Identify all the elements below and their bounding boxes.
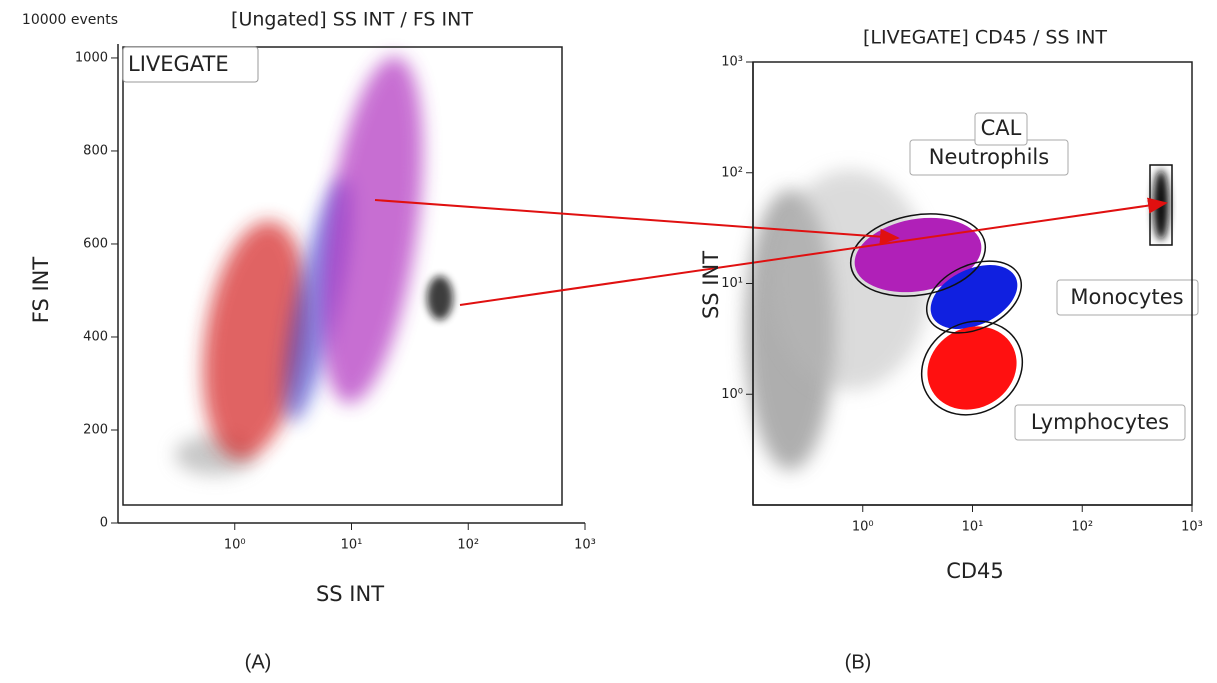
gate-labels [909, 112, 1199, 441]
y-axis-label: SS INT [699, 251, 723, 319]
y-tick-label: 10⁰ [721, 387, 743, 402]
x-tick-label: 10¹ [962, 520, 984, 535]
gate-box [122, 46, 563, 506]
x-axis-label: SS INT [316, 582, 384, 606]
chart-title: [Ungated] SS INT / FS INT [231, 9, 473, 31]
x-tick-label: 10¹ [341, 538, 363, 553]
gate-label: LIVEGATE [128, 52, 229, 76]
x-tick-label: 10⁰ [852, 520, 874, 535]
cloud-b [745, 170, 1169, 470]
y-tick-label: 400 [83, 329, 108, 344]
x-tick-label: 10⁰ [224, 538, 246, 553]
gate-label: Lymphocytes [1031, 410, 1169, 434]
y-axis-label: FS INT [29, 257, 53, 324]
cloud-a [175, 56, 453, 475]
x-tick-label: 10³ [574, 538, 596, 553]
y-tick-label: 10³ [721, 55, 743, 70]
panel-label: (A) [245, 651, 272, 673]
subtitle: 10000 events [22, 12, 118, 28]
y-tick-label: 10² [721, 165, 743, 180]
gate-label: Monocytes [1070, 285, 1183, 309]
y-tick-label: 10¹ [721, 276, 743, 291]
gate-label: Neutrophils [929, 145, 1049, 169]
x-axis-label: CD45 [946, 559, 1004, 583]
y-tick-label: 200 [83, 422, 108, 437]
gate-label: CAL [981, 116, 1022, 140]
y-tick-label: 1000 [75, 50, 108, 65]
arrows [374, 197, 1168, 306]
y-tick-label: 600 [83, 236, 108, 251]
x-tick-label: 10³ [1181, 520, 1203, 535]
chart-title: [LIVEGATE] CD45 / SS INT [863, 27, 1107, 49]
x-tick-label: 10² [1071, 520, 1093, 535]
gate-label-box [122, 46, 259, 83]
y-tick-label: 800 [83, 143, 108, 158]
panel-label: (B) [845, 651, 872, 673]
x-tick-label: 10² [457, 538, 479, 553]
y-tick-label: 0 [100, 516, 108, 531]
